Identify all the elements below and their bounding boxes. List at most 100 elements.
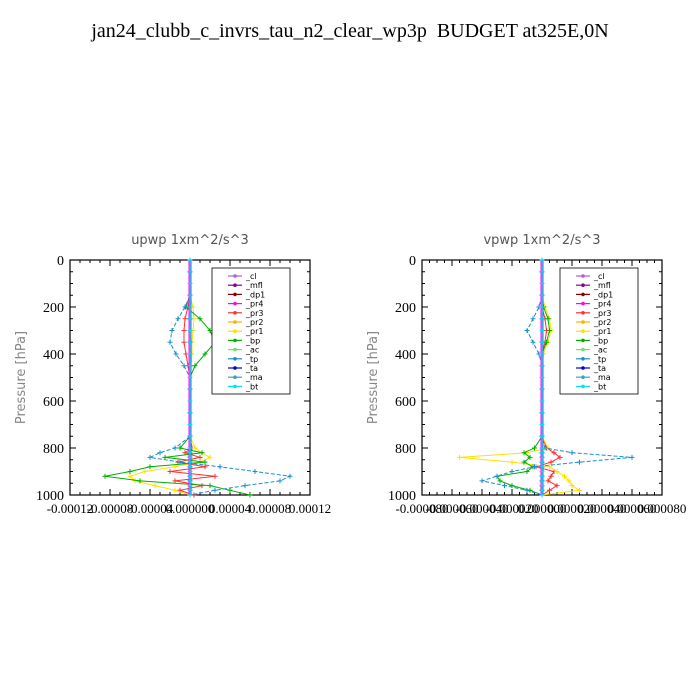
- data-point: [187, 328, 193, 333]
- legend-marker: [581, 357, 585, 361]
- data-point: [199, 450, 205, 456]
- data-point: [539, 281, 545, 286]
- legend-marker: [581, 311, 585, 315]
- legend-marker: [233, 347, 237, 352]
- y-axis-label: Pressure [hPa]: [366, 331, 381, 424]
- data-point: [539, 292, 545, 298]
- data-point: [539, 473, 545, 479]
- data-point: [457, 454, 462, 460]
- legend-box: [559, 267, 639, 395]
- legend-label: _pr3: [245, 309, 263, 318]
- legend-label: _bt: [593, 382, 606, 391]
- legend-label: _bp: [593, 336, 608, 345]
- data-point: [187, 433, 193, 439]
- legend-marker: [233, 329, 237, 334]
- panel-title: vpwp 1xm^2/s^3: [483, 233, 600, 248]
- x-tick-label: 0.000000: [166, 501, 215, 516]
- legend-marker: [581, 366, 585, 370]
- data-point: [527, 454, 533, 460]
- data-point: [502, 483, 507, 489]
- data-point: [187, 487, 193, 493]
- data-point: [102, 473, 108, 479]
- data-point: [187, 386, 193, 392]
- legend: _cl_mfl_dp1_pr4_pr3_pr2_pr1_bp_ac_tp_ta_…: [211, 267, 291, 395]
- data-point: [577, 487, 582, 493]
- data-point: [521, 450, 527, 456]
- legend-marker: [233, 366, 237, 370]
- x-tick-label: -0.000080: [395, 501, 448, 516]
- legend-label: _mfl: [593, 281, 611, 290]
- data-point: [177, 445, 183, 451]
- legend-label: _ma: [245, 373, 263, 382]
- legend-marker: [233, 384, 237, 389]
- data-point: [577, 459, 582, 465]
- legend-label: _pr2: [593, 318, 611, 327]
- data-point: [539, 363, 545, 369]
- data-point: [247, 492, 253, 498]
- legend-box: [211, 267, 291, 395]
- legend-label: _cl: [245, 272, 257, 281]
- legend-marker: [581, 329, 585, 334]
- x-tick-label: 0.000080: [638, 501, 687, 516]
- y-tick-label: 400: [395, 348, 416, 363]
- data-point: [175, 316, 181, 322]
- data-point: [252, 469, 258, 474]
- y-tick-label: 600: [43, 395, 64, 410]
- legend-marker: [581, 292, 585, 297]
- data-point: [539, 316, 545, 322]
- data-point: [509, 469, 515, 474]
- y-tick-label: 800: [395, 442, 416, 457]
- legend-label: _dp1: [593, 290, 613, 299]
- data-point: [524, 328, 530, 333]
- data-point: [167, 469, 173, 474]
- x-tick-label: -0.000020: [485, 501, 538, 516]
- data-point: [127, 469, 133, 474]
- legend-marker: [581, 375, 585, 380]
- x-tick-label: 0.00004: [209, 501, 252, 516]
- legend-label: _tp: [245, 355, 258, 364]
- series-bt: [539, 257, 545, 498]
- data-point: [162, 454, 168, 460]
- legend-marker: [581, 283, 585, 288]
- data-point: [521, 459, 527, 465]
- data-point: [562, 473, 567, 479]
- series-bt: [187, 257, 193, 498]
- data-point: [524, 487, 530, 493]
- legend-label: _pr1: [593, 327, 611, 336]
- legend-label: _pr4: [245, 300, 263, 309]
- data-point: [187, 304, 193, 310]
- data-point: [569, 483, 575, 489]
- legend-marker: [581, 320, 585, 324]
- series-line: [129, 260, 212, 496]
- data-point: [192, 363, 198, 369]
- legend-label: _pr1: [245, 327, 263, 336]
- data-point: [539, 469, 545, 474]
- data-point: [169, 328, 175, 333]
- legend-label: _pr3: [593, 309, 611, 318]
- legend-label: _ma: [593, 373, 611, 382]
- data-point: [147, 464, 153, 470]
- data-point: [539, 410, 545, 416]
- data-point: [167, 339, 173, 345]
- legend-marker: [581, 301, 585, 306]
- data-point: [569, 450, 575, 456]
- y-tick-label: 1000: [388, 489, 416, 504]
- data-point: [545, 316, 551, 322]
- x-tick-label: 0.000060: [608, 501, 657, 516]
- legend-label: _pr2: [245, 318, 263, 327]
- legend-marker: [233, 311, 237, 315]
- data-point: [142, 469, 148, 474]
- legend-label: _pr4: [593, 300, 611, 309]
- data-point: [197, 454, 203, 460]
- data-point: [547, 487, 552, 493]
- data-point: [187, 257, 193, 263]
- legend-label: _ta: [593, 364, 606, 373]
- data-point: [173, 351, 179, 357]
- data-point: [539, 478, 545, 484]
- y-tick-label: 600: [395, 395, 416, 410]
- upwp-panel: upwp 1xm^2/s^3 Pressure [hPa] 0 200 400 600 80…: [14, 233, 331, 516]
- data-point: [182, 304, 188, 310]
- x-tick-label: -0.000060: [425, 501, 478, 516]
- data-point: [242, 483, 248, 489]
- data-point: [539, 422, 545, 427]
